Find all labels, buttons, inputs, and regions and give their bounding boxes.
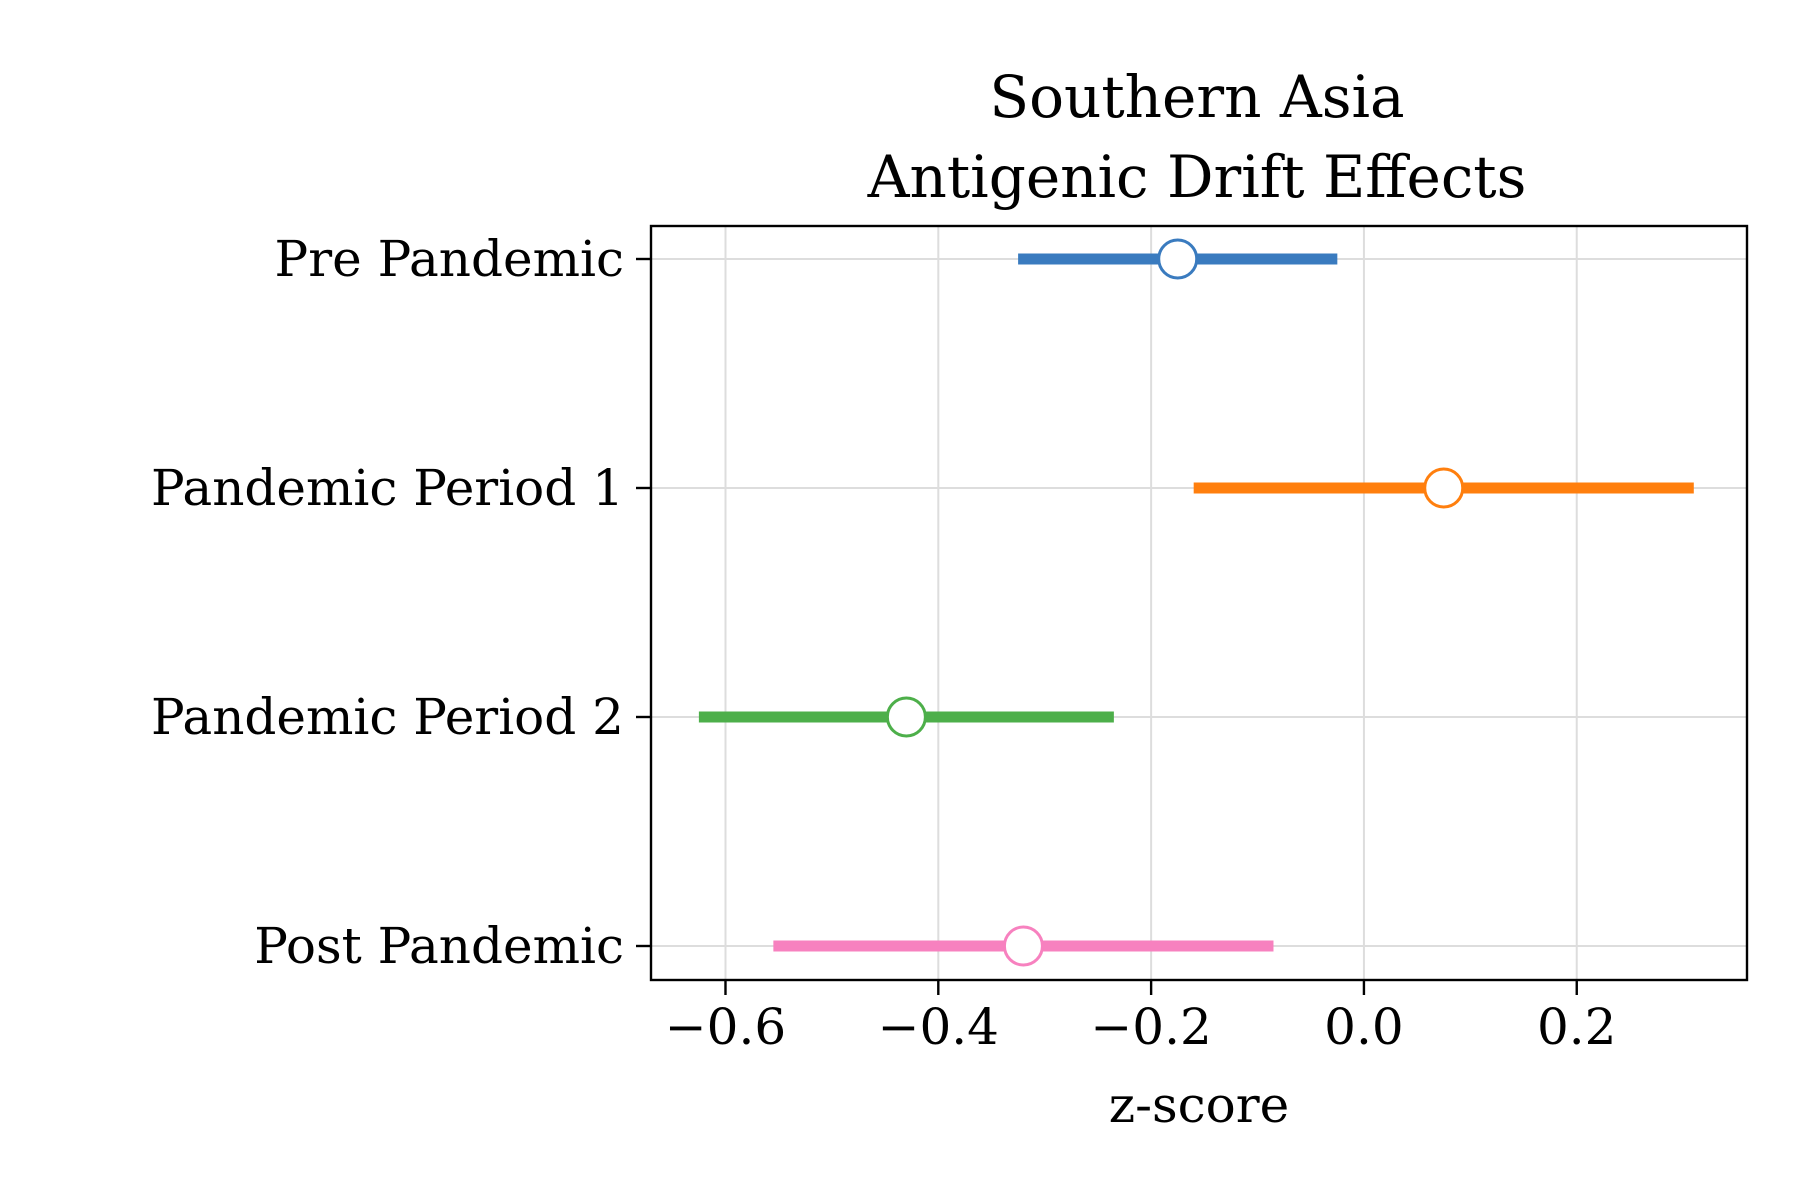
- x-tick-label: −0.2: [1090, 998, 1211, 1056]
- chart-title: Southern Asia Antigenic Drift Effects: [867, 63, 1527, 211]
- x-tick-label: −0.4: [878, 998, 999, 1056]
- y-tick-label: Pre Pandemic: [275, 230, 624, 288]
- x-axis: −0.6 −0.4 −0.2 0.0 0.2: [665, 980, 1617, 1056]
- y-tick-label: Pandemic Period 1: [151, 459, 624, 517]
- plot-frame: [649, 224, 1749, 982]
- point-estimate-marker: [885, 696, 927, 738]
- y-tick-label: Post Pandemic: [254, 917, 624, 975]
- point-estimate-marker: [1157, 238, 1199, 280]
- y-tick-label: Pandemic Period 2: [151, 688, 624, 746]
- x-tick-label: −0.6: [665, 998, 786, 1056]
- chart-title-line-2: Antigenic Drift Effects: [867, 143, 1527, 211]
- y-axis: Pre Pandemic Pandemic Period 1 Pandemic Pe…: [151, 230, 651, 975]
- chart-title-line-1: Southern Asia: [989, 63, 1404, 131]
- point-estimate-marker: [1002, 925, 1044, 967]
- grid-lines: [651, 226, 1747, 980]
- point-estimate-marker: [1423, 467, 1465, 509]
- data-marks: [698, 238, 1694, 967]
- x-tick-label: 0.2: [1537, 998, 1617, 1056]
- x-tick-label: 0.0: [1324, 998, 1404, 1056]
- x-axis-label: z-score: [1109, 1076, 1290, 1134]
